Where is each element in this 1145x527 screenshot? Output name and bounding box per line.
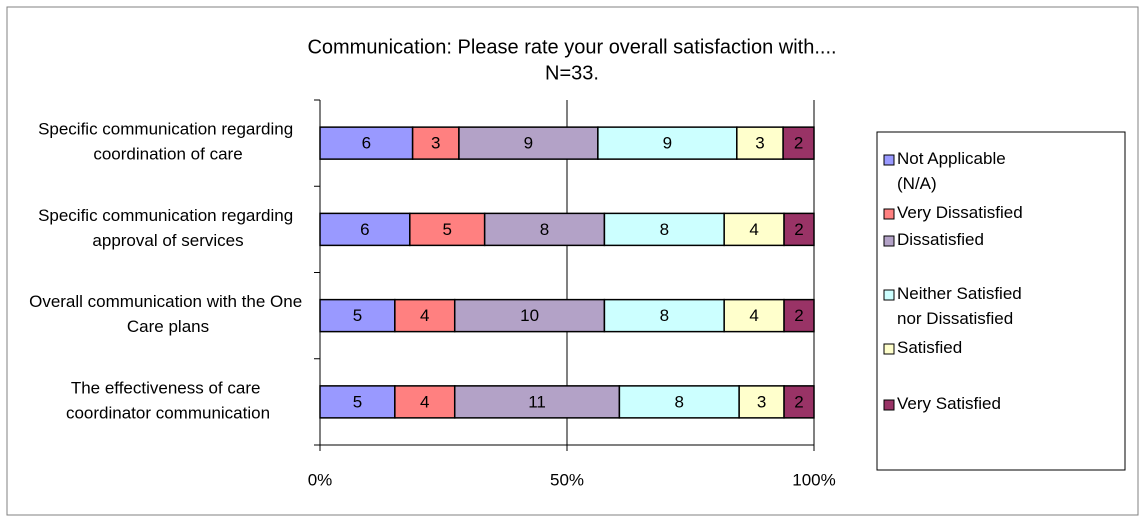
bar-segment: [597, 126, 738, 160]
data-label: 5: [353, 392, 362, 411]
data-label: 3: [431, 134, 440, 153]
data-label: 6: [362, 134, 371, 153]
data-label: 8: [660, 306, 669, 325]
legend-swatch: [883, 289, 895, 301]
bar-segment: [453, 385, 621, 419]
x-tick-label: 100%: [792, 470, 835, 489]
bar-segment: [738, 385, 785, 419]
data-label: 4: [420, 392, 429, 411]
y-tick-label: Specific communication regarding approva…: [38, 206, 298, 250]
legend-label: Not Applicable (N/A): [897, 149, 1010, 193]
bar-segment: [782, 126, 815, 160]
bar-segment: [618, 385, 740, 419]
legend-swatch: [883, 235, 895, 247]
legend-label: Satisfied: [897, 338, 962, 357]
data-label: 4: [749, 220, 758, 239]
data-label: 2: [794, 306, 803, 325]
x-tick-label: 50%: [550, 470, 584, 489]
data-label: 10: [520, 306, 539, 325]
bar-segment: [458, 126, 599, 160]
data-label: 8: [660, 220, 669, 239]
y-tick-label: The effectiveness of care coordinator co…: [66, 379, 270, 423]
data-label: 2: [794, 134, 803, 153]
bar-segment: [411, 126, 460, 160]
legend-box: [876, 131, 1126, 471]
data-label: 5: [353, 306, 362, 325]
data-label: 2: [794, 220, 803, 239]
data-label: 4: [420, 306, 429, 325]
legend-swatch: [883, 154, 895, 166]
chart-subtitle: N=33.: [545, 62, 599, 84]
bar-segment: [723, 298, 785, 333]
data-label: 5: [443, 220, 452, 239]
legend-label: Neither Satisfied nor Dissatisfied: [897, 284, 1026, 328]
legend-label: Very Dissatisfied: [897, 203, 1023, 222]
bar-segment: [483, 212, 606, 247]
legend-swatch: [883, 343, 895, 355]
legend-label: Very Satisfied: [897, 394, 1001, 413]
bar-segment: [319, 298, 396, 333]
legend-label: Dissatisfied: [897, 230, 984, 249]
chart-title: Communication: Please rate your overall …: [307, 36, 836, 58]
x-tick-label: 0%: [308, 470, 333, 489]
y-tick-label: Overall communication with the One Care …: [29, 293, 307, 337]
data-label: 9: [663, 134, 672, 153]
data-label: 2: [794, 392, 803, 411]
y-tick-label: Specific communication regarding coordin…: [38, 120, 298, 164]
legend-swatch: [883, 399, 895, 411]
data-label: 11: [528, 392, 546, 411]
bar-segment: [783, 385, 815, 419]
data-label: 6: [360, 220, 369, 239]
bar-segment: [783, 298, 815, 333]
bar-segment: [603, 212, 725, 247]
data-label: 9: [524, 134, 533, 153]
data-label: 3: [755, 134, 764, 153]
bar-segment: [319, 385, 396, 419]
data-label: 8: [540, 220, 549, 239]
data-label: 3: [757, 392, 766, 411]
bar-segment: [319, 126, 414, 160]
legend-swatch: [883, 208, 895, 220]
bar-segment: [319, 212, 411, 247]
data-label: 4: [749, 306, 758, 325]
bar-segment: [394, 385, 456, 419]
bar-segment: [783, 212, 815, 247]
bar-segment: [723, 212, 785, 247]
data-label: 8: [675, 392, 684, 411]
bar-segment: [603, 298, 725, 333]
